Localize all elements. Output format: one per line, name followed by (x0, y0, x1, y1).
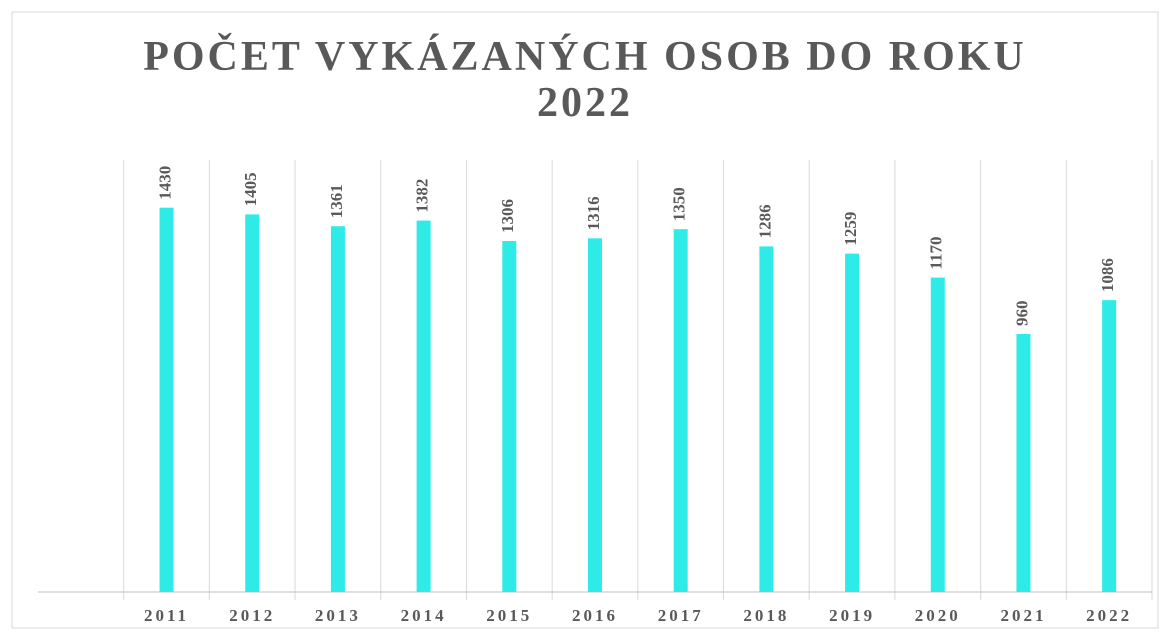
data-label: 1405 (241, 172, 260, 206)
data-label: 1286 (755, 204, 774, 238)
bar (159, 207, 174, 592)
x-tick-label: 2013 (315, 606, 361, 625)
bar (759, 246, 774, 592)
bar (1102, 300, 1117, 592)
data-label: 1316 (584, 196, 603, 230)
x-tick-label: 2011 (144, 606, 189, 625)
data-label: 960 (1012, 301, 1031, 327)
x-tick-label: 2015 (486, 606, 532, 625)
chart-border (11, 11, 1159, 629)
data-label: 1382 (413, 179, 432, 213)
data-label: 1430 (155, 166, 174, 200)
x-tick-label: 2021 (1000, 606, 1046, 625)
x-tick-label: 2014 (401, 606, 447, 625)
data-label: 1170 (927, 237, 946, 270)
x-tick-label: 2019 (829, 606, 875, 625)
x-tick-label: 2022 (1086, 606, 1132, 625)
data-label: 1259 (841, 212, 860, 246)
bar (502, 241, 517, 592)
bar (245, 214, 260, 592)
x-tick-label: 2017 (658, 606, 704, 625)
bar (588, 238, 602, 592)
bar (845, 253, 860, 593)
bar (1016, 334, 1031, 592)
x-tick-label: 2018 (743, 606, 789, 625)
chart-title: POČET VYKÁZANÝCH OSOB DO ROKU 2022 (143, 34, 1027, 126)
x-tick-label: 2020 (915, 606, 961, 625)
data-label: 1306 (498, 199, 517, 233)
bar (330, 226, 345, 592)
x-tick-label: 2016 (572, 606, 618, 625)
data-label: 1350 (670, 187, 689, 221)
data-label: 1361 (327, 184, 346, 218)
x-tick-label: 2012 (229, 606, 275, 625)
bar (673, 229, 688, 592)
bar (930, 277, 945, 592)
bar (416, 220, 431, 592)
data-label: 1086 (1098, 258, 1117, 292)
